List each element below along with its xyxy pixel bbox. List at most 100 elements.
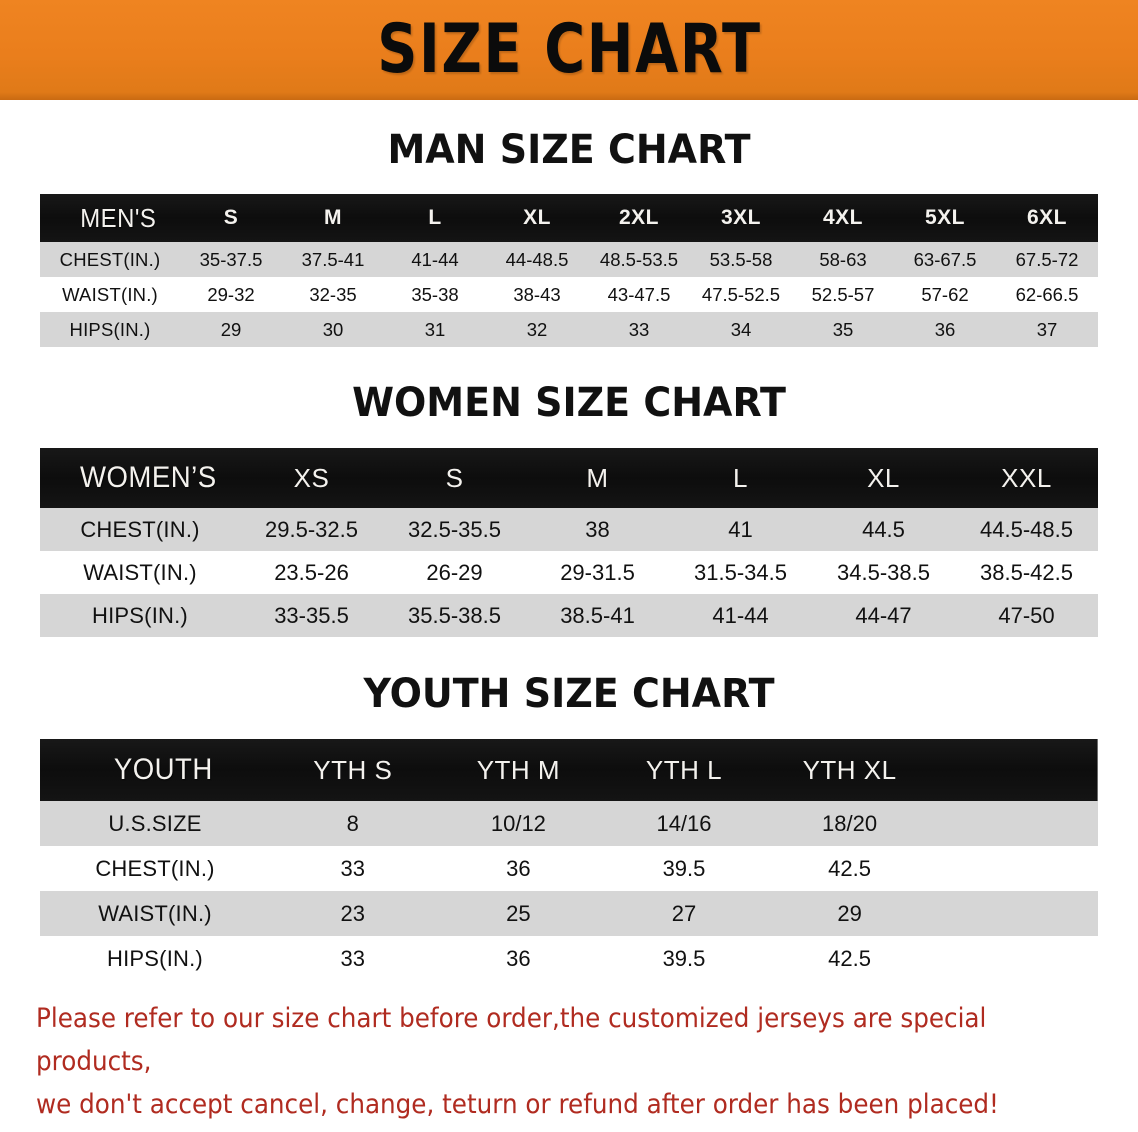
- women-size-table-wrapper: WOMEN’S XS S M L XL XXL CHEST(IN.) 29.5-…: [40, 448, 1098, 637]
- man-col-header-8: 6XL: [1026, 206, 1067, 229]
- youth-cell-2-3: 29: [766, 891, 933, 936]
- man-cell-1-0: 29-32: [180, 277, 282, 312]
- youth-cell-1-spacer: [932, 846, 1098, 891]
- man-cell-2-0: 29: [180, 312, 282, 347]
- table-row: HIPS(IN.) 29 30 31 32 33 34 35 36 37: [40, 312, 1098, 347]
- youth-cell-1-2: 39.5: [601, 846, 767, 891]
- youth-cell-0-spacer: [932, 801, 1098, 846]
- youth-cell-1-3: 42.5: [766, 846, 933, 891]
- man-row-label-0: CHEST(IN.): [40, 242, 180, 277]
- man-col-header-2: L: [428, 206, 442, 229]
- man-cell-2-5: 34: [690, 312, 792, 347]
- youth-size-table: YOUTH YTH S YTH M YTH L YTH XL U.S.SIZE …: [40, 739, 1098, 981]
- women-cell-2-1: 35.5-38.5: [383, 594, 526, 637]
- man-cell-2-7: 36: [894, 312, 996, 347]
- man-col-header-5: 3XL: [720, 206, 761, 229]
- man-cell-0-6: 58-63: [792, 242, 894, 277]
- youth-row-label-3: HIPS(IN.): [40, 936, 270, 981]
- women-col-header-0: XS: [293, 462, 330, 493]
- youth-size-table-wrapper: YOUTH YTH S YTH M YTH L YTH XL U.S.SIZE …: [40, 739, 1098, 981]
- youth-row-label-1: CHEST(IN.): [40, 846, 270, 891]
- youth-cell-3-2: 39.5: [601, 936, 767, 981]
- man-cell-0-7: 63-67.5: [894, 242, 996, 277]
- man-col-header-6: 4XL: [822, 206, 863, 229]
- youth-col-header-1: YTH M: [476, 754, 561, 785]
- women-col-header-4: XL: [867, 462, 900, 493]
- youth-row-label-2: WAIST(IN.): [40, 891, 270, 936]
- table-row: CHEST(IN.) 29.5-32.5 32.5-35.5 38 41 44.…: [40, 508, 1098, 551]
- women-row-label-0: CHEST(IN.): [40, 508, 240, 551]
- man-corner-label: MEN'S: [80, 202, 157, 233]
- youth-section-heading: YOUTH SIZE CHART: [363, 671, 775, 717]
- youth-cell-0-0: 8: [270, 801, 436, 846]
- youth-cell-3-spacer: [932, 936, 1098, 981]
- man-cell-1-1: 32-35: [282, 277, 384, 312]
- women-cell-1-4: 34.5-38.5: [812, 551, 955, 594]
- women-col-header-3: L: [733, 462, 748, 493]
- man-section-heading: MAN SIZE CHART: [387, 127, 751, 173]
- youth-cell-1-0: 33: [270, 846, 436, 891]
- women-cell-0-4: 44.5: [812, 508, 955, 551]
- youth-cell-2-2: 27: [601, 891, 767, 936]
- table-row: HIPS(IN.) 33-35.5 35.5-38.5 38.5-41 41-4…: [40, 594, 1098, 637]
- youth-cell-3-0: 33: [270, 936, 436, 981]
- women-cell-2-4: 44-47: [812, 594, 955, 637]
- page-banner: SIZE CHART: [0, 0, 1138, 100]
- women-row-label-1: WAIST(IN.): [40, 551, 240, 594]
- man-cell-2-4: 33: [588, 312, 690, 347]
- youth-cell-0-3: 18/20: [766, 801, 933, 846]
- man-cell-0-0: 35-37.5: [180, 242, 282, 277]
- youth-col-header-spacer: [932, 739, 1098, 801]
- women-section-heading: WOMEN SIZE CHART: [352, 380, 786, 426]
- youth-col-header-3: YTH XL: [802, 754, 897, 785]
- youth-cell-0-1: 10/12: [435, 801, 602, 846]
- table-row: WAIST(IN.) 23.5-26 26-29 29-31.5 31.5-34…: [40, 551, 1098, 594]
- women-cell-0-3: 41: [669, 508, 812, 551]
- man-col-header-1: M: [324, 206, 342, 229]
- women-row-label-2: HIPS(IN.): [40, 594, 240, 637]
- women-cell-0-0: 29.5-32.5: [240, 508, 383, 551]
- women-corner-label: WOMEN’S: [79, 461, 217, 494]
- youth-table-header-row: YOUTH YTH S YTH M YTH L YTH XL: [40, 739, 1098, 801]
- youth-corner-label: YOUTH: [113, 753, 213, 786]
- youth-cell-0-2: 14/16: [601, 801, 767, 846]
- table-row: U.S.SIZE 8 10/12 14/16 18/20: [40, 801, 1098, 846]
- table-row: HIPS(IN.) 33 36 39.5 42.5: [40, 936, 1098, 981]
- women-size-table: WOMEN’S XS S M L XL XXL CHEST(IN.) 29.5-…: [40, 448, 1098, 637]
- women-col-header-1: S: [445, 462, 464, 493]
- table-row: CHEST(IN.) 35-37.5 37.5-41 41-44 44-48.5…: [40, 242, 1098, 277]
- women-col-header-2: M: [586, 462, 609, 493]
- youth-cell-3-1: 36: [435, 936, 602, 981]
- women-cell-2-0: 33-35.5: [240, 594, 383, 637]
- women-cell-0-2: 38: [526, 508, 669, 551]
- youth-cell-2-spacer: [932, 891, 1098, 936]
- man-cell-2-8: 37: [996, 312, 1098, 347]
- youth-row-label-0: U.S.SIZE: [40, 801, 270, 846]
- man-cell-0-4: 48.5-53.5: [588, 242, 690, 277]
- women-cell-0-1: 32.5-35.5: [383, 508, 526, 551]
- man-cell-0-1: 37.5-41: [282, 242, 384, 277]
- man-cell-2-1: 30: [282, 312, 384, 347]
- women-cell-0-5: 44.5-48.5: [955, 508, 1098, 551]
- women-cell-2-3: 41-44: [669, 594, 812, 637]
- women-cell-2-2: 38.5-41: [526, 594, 669, 637]
- man-col-header-7: 5XL: [924, 206, 965, 229]
- man-cell-0-3: 44-48.5: [486, 242, 588, 277]
- women-table-header-row: WOMEN’S XS S M L XL XXL: [40, 448, 1098, 508]
- youth-col-header-2: YTH L: [645, 754, 723, 785]
- youth-col-header-0: YTH S: [313, 754, 393, 785]
- order-policy-disclaimer: Please refer to our size chart before or…: [36, 1003, 999, 1120]
- man-col-header-0: S: [223, 206, 239, 229]
- man-size-table: MEN'S S M L XL 2XL 3XL 4XL 5XL 6XL CHEST…: [40, 194, 1098, 347]
- man-col-header-3: XL: [523, 206, 551, 229]
- women-cell-1-3: 31.5-34.5: [669, 551, 812, 594]
- man-row-label-2: HIPS(IN.): [40, 312, 180, 347]
- table-row: WAIST(IN.) 23 25 27 29: [40, 891, 1098, 936]
- man-cell-1-7: 57-62: [894, 277, 996, 312]
- man-cell-2-3: 32: [486, 312, 588, 347]
- man-cell-1-5: 47.5-52.5: [690, 277, 792, 312]
- youth-cell-2-0: 23: [270, 891, 436, 936]
- women-col-header-5: XXL: [1001, 462, 1052, 493]
- page-title: SIZE CHART: [376, 10, 762, 89]
- women-cell-1-0: 23.5-26: [240, 551, 383, 594]
